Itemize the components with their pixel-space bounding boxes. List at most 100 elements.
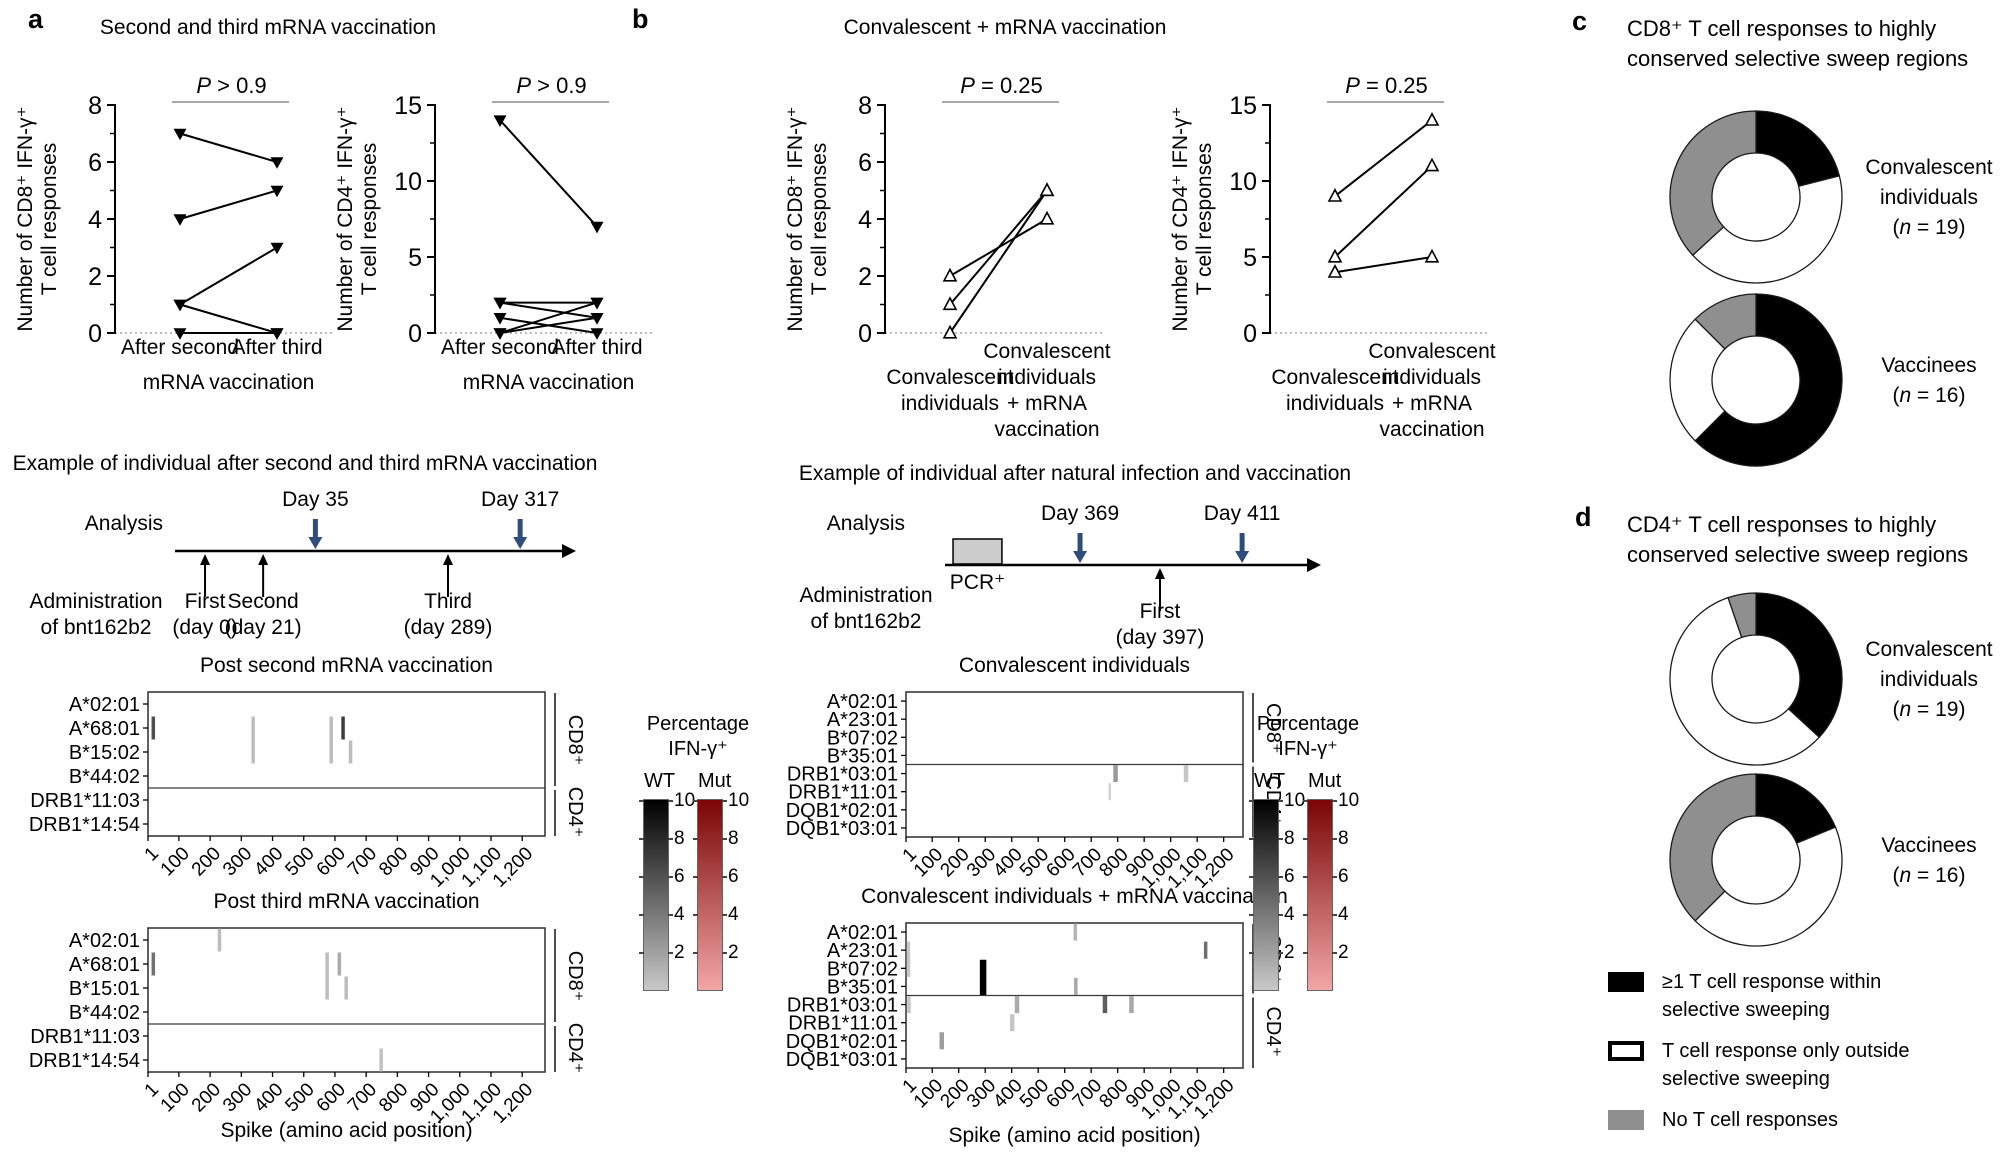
response-mark — [217, 928, 222, 952]
spike-axis-label: Spike (amino acid position) — [948, 1124, 1200, 1147]
response-mark — [379, 1048, 383, 1072]
y-tick-label: 0 — [1243, 320, 1257, 348]
colorbar-wt-column: WT 10 8 6 4 2 — [639, 770, 695, 991]
x-axis-label: mRNA vaccination — [143, 371, 315, 394]
x-category-label: individuals — [1286, 392, 1384, 415]
analysis-arrowhead — [308, 537, 323, 549]
colorbar-tick-dash — [639, 914, 644, 916]
donut-label: Vaccinees — [1881, 354, 1976, 377]
admin-arrowhead — [200, 554, 211, 565]
hla-row-label: DRB1*14:54 — [29, 1050, 140, 1072]
donut-slice-white — [1669, 596, 1821, 766]
heatmap-title: Post third mRNA vaccination — [213, 890, 479, 913]
data-marker — [1424, 111, 1440, 126]
colorbar-tick-dash — [1249, 838, 1254, 840]
data-marker — [1039, 182, 1055, 197]
colorbar-tick-dash — [639, 800, 644, 802]
y-tick-label: 4 — [858, 206, 872, 234]
colorbar-tick-label: 6 — [728, 866, 739, 887]
x-category-label: + mRNA — [1392, 392, 1472, 415]
y-tick-label: 10 — [1229, 168, 1257, 196]
hla-row-label: A*02:01 — [827, 691, 898, 713]
colorbar-tick-dash — [1249, 876, 1254, 878]
data-marker — [493, 297, 507, 310]
colorbar-tick-dash — [639, 876, 644, 878]
data-marker — [942, 267, 958, 282]
y-tick-label: 4 — [88, 206, 102, 234]
x-tick-label: 400 — [250, 1079, 287, 1116]
donut-slice-gray — [1669, 110, 1757, 257]
response-mark — [907, 996, 911, 1014]
panel-a-label: a — [28, 4, 44, 34]
response-mark — [329, 716, 333, 764]
response-mark — [1009, 1014, 1015, 1032]
black-swatch — [1608, 972, 1644, 992]
response-mark — [1183, 765, 1189, 783]
pcr-positive-box — [952, 538, 1003, 565]
donut-label: Convalescent — [1865, 156, 1992, 179]
hla-row-label: DRB1*14:54 — [29, 814, 140, 836]
donut-slice-black — [1694, 293, 1843, 467]
colorbar-tick-dash — [722, 838, 727, 840]
y-tick-label: 2 — [858, 263, 872, 291]
colorbar-tick-dash — [1249, 952, 1254, 954]
colorbar-tick-label: 4 — [674, 904, 685, 925]
colorbar-tick-dash — [1332, 914, 1337, 916]
pair-line — [1334, 256, 1433, 274]
colorbar-tick-label: 10 — [674, 790, 696, 811]
hla-row-label: B*15:02 — [69, 742, 140, 764]
colorbar-tick-label: 2 — [674, 942, 685, 963]
response-mark — [1014, 996, 1020, 1014]
white-swatch — [1608, 1041, 1644, 1061]
x-category-label: vaccination — [994, 418, 1099, 441]
pair-line — [499, 119, 598, 228]
hla-row-label: DRB1*11:01 — [788, 782, 898, 804]
data-marker — [1039, 210, 1055, 225]
analysis-day-label: Day 369 — [1041, 502, 1119, 525]
colorbar-tick-label: 4 — [728, 904, 739, 925]
response-mark — [1102, 996, 1108, 1014]
admin-arrowhead — [443, 554, 453, 565]
y-tick-label: 8 — [88, 92, 102, 120]
data-marker — [173, 214, 187, 226]
colorbar-tick-dash — [1278, 838, 1283, 840]
y-tick-label: 10 — [394, 168, 422, 196]
colorbar-tick-dash — [693, 838, 698, 840]
cd8-group-label: CD8⁺ — [564, 715, 586, 766]
response-mark — [979, 959, 987, 995]
donut-cd8-vaccinees: Vaccinees (n = 16) — [1669, 293, 1977, 467]
p-value-label: P > 0.9 — [196, 73, 266, 98]
colorbar-title-line2: IFN-γ⁺ — [1278, 738, 1338, 760]
data-marker — [270, 328, 284, 340]
colorbar-tick-label: 4 — [1338, 904, 1349, 925]
y-axis-label: T cell responses — [358, 143, 381, 296]
colorbar-title-line1: Percentage — [1256, 713, 1360, 735]
x-category-label: After third — [551, 336, 642, 359]
x-category-label: Convalescent — [886, 366, 1013, 389]
heatmap-b-convalescent: Convalescent individualsA*02:01A*23:01B*… — [786, 654, 1284, 893]
mut-label: Mut — [1308, 770, 1342, 792]
donut-cd4-vaccinees: Vaccinees (n = 16) — [1669, 773, 1977, 947]
data-marker — [590, 297, 604, 310]
analysis-arrowhead — [1073, 551, 1088, 563]
colorbar-title-line1: Percentage — [646, 713, 750, 735]
response-mark — [341, 716, 345, 740]
pair-line — [1334, 119, 1433, 197]
colorbar-tick-label: 8 — [674, 828, 685, 849]
colorbar-tick-dash — [722, 952, 727, 954]
data-marker — [173, 128, 187, 141]
donut-n-label: (n = 16) — [1893, 864, 1966, 887]
hla-row-label: B*07:02 — [827, 958, 898, 980]
colorbar-mut-column: Mut 10 8 6 4 2 — [693, 770, 749, 991]
y-tick-label: 2 — [88, 263, 102, 291]
y-tick-label: 8 — [858, 92, 872, 120]
pair-line — [499, 301, 598, 334]
colorbar-mut-column: Mut 10 8 6 4 2 — [1303, 770, 1359, 991]
x-category-label: After third — [231, 336, 322, 359]
data-marker — [590, 313, 604, 325]
cd8-group-label: CD8⁺ — [1262, 703, 1284, 754]
colorbar-tick-dash — [668, 800, 673, 802]
hla-row-label: DRB1*03:01 — [787, 995, 898, 1017]
hla-row-label: A*68:01 — [69, 954, 140, 976]
x-axis-label: mRNA vaccination — [463, 371, 635, 394]
